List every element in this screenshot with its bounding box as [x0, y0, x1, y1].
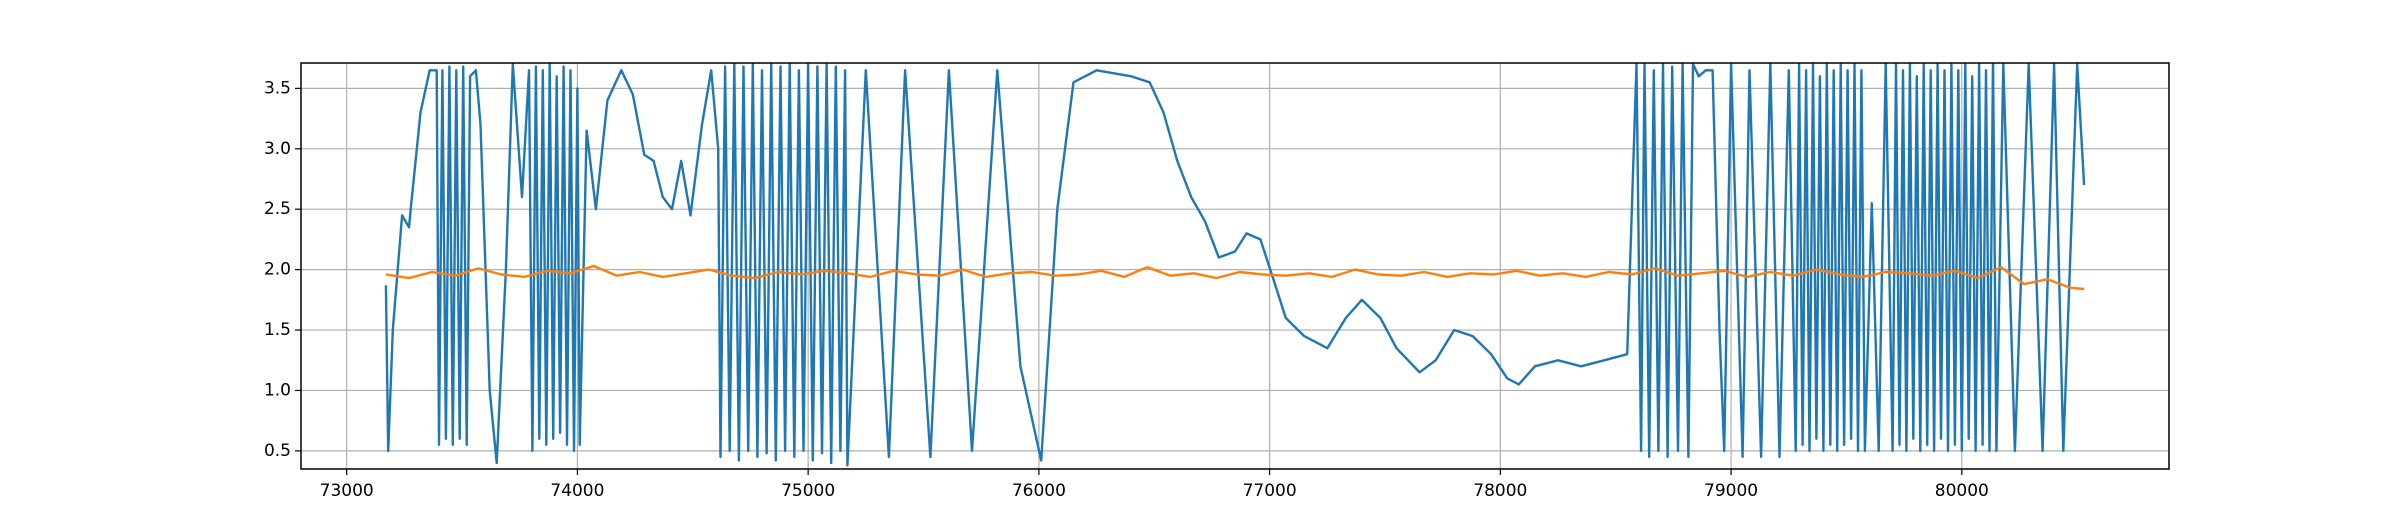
axes-frame	[300, 62, 2170, 470]
y-tick-label: 3.0	[264, 139, 291, 159]
y-tick-label: 3.5	[264, 78, 291, 98]
plot-area	[384, 63, 2086, 467]
x-tick-label: 75000	[781, 481, 835, 501]
data-line	[384, 63, 2086, 467]
x-tick-label: 79000	[1704, 481, 1758, 501]
y-tick-label: 2.5	[264, 199, 291, 219]
y-tick-label: 0.5	[264, 441, 291, 461]
x-tick-label: 77000	[1243, 481, 1297, 501]
ticks: 73000 74000 75000 76000 77000 78000 79000 80000…	[264, 78, 1989, 501]
x-tick-label: 74000	[550, 481, 604, 501]
x-tick-label: 73000	[320, 481, 374, 501]
x-tick-label: 78000	[1473, 481, 1527, 501]
x-tick-label: 76000	[1012, 481, 1066, 501]
y-tick-label: 1.5	[264, 320, 291, 340]
y-tick-label: 2.0	[264, 260, 291, 280]
y-tick-label: 1.0	[264, 380, 291, 400]
data-line	[385, 264, 2085, 291]
x-tick-label: 80000	[1935, 481, 1989, 501]
